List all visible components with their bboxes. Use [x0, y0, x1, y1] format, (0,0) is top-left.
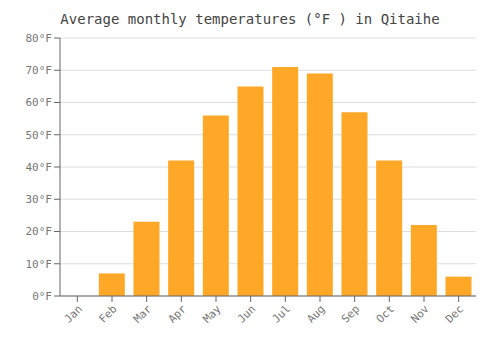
svg-text:Mar: Mar — [131, 302, 155, 326]
svg-text:Jul: Jul — [270, 302, 293, 325]
svg-text:70°F: 70°F — [26, 64, 53, 77]
svg-text:Oct: Oct — [374, 302, 397, 325]
svg-text:80°F: 80°F — [26, 32, 53, 45]
svg-text:Jun: Jun — [235, 302, 258, 325]
svg-text:Feb: Feb — [96, 302, 119, 325]
html-text:Average monthly temperatures (: Average monthly temperatures (°F ) in Qi… — [60, 11, 440, 27]
svg-text:60°F: 60°F — [26, 96, 53, 109]
svg-text:20°F: 20°F — [26, 225, 53, 238]
svg-text:Nov: Nov — [408, 302, 432, 326]
svg-text:Jan: Jan — [62, 302, 85, 325]
svg-text:Aug: Aug — [304, 302, 327, 325]
svg-text:May: May — [200, 302, 224, 326]
svg-text:50°F: 50°F — [26, 129, 53, 142]
svg-text:40°F: 40°F — [26, 161, 53, 174]
svg-text:10°F: 10°F — [26, 258, 53, 271]
svg-text:30°F: 30°F — [26, 193, 53, 206]
svg-text:Dec: Dec — [443, 302, 466, 325]
svg-text:Sep: Sep — [339, 302, 362, 325]
svg-text:Apr: Apr — [166, 302, 190, 326]
svg-text:0°F: 0°F — [32, 290, 52, 303]
